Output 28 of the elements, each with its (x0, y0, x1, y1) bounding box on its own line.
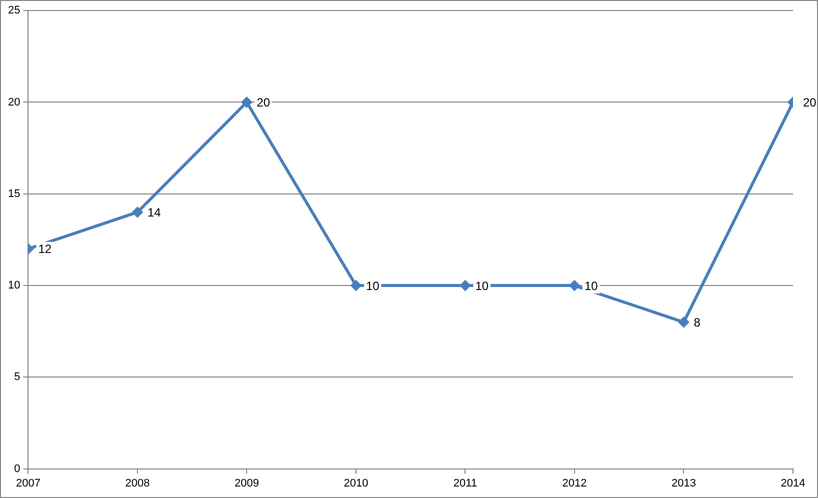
x-tick-label: 2011 (453, 477, 478, 490)
y-tick-label: 15 (8, 188, 20, 200)
y-tick-label: 5 (14, 371, 20, 384)
point (678, 316, 690, 328)
y-tick-label: 10 (8, 280, 20, 292)
point (460, 280, 471, 292)
point (241, 96, 252, 108)
data-label: 12 (38, 242, 52, 256)
data-label: 10 (584, 278, 598, 293)
data-label: 14 (147, 206, 162, 220)
y-tick-label: 0 (14, 462, 20, 475)
x-tick-label: 2013 (672, 477, 696, 490)
data-label: 10 (366, 278, 380, 293)
x-tick-label: 2010 (344, 477, 368, 490)
x-tick-label: 2008 (125, 477, 150, 490)
x-tick-label: 2007 (16, 477, 40, 490)
y-tick-label: 25 (8, 4, 20, 17)
data-label: 20 (256, 96, 270, 110)
x-tick-label: 2014 (780, 477, 806, 490)
data-label: 10 (475, 278, 489, 293)
data-label: 20 (803, 96, 817, 110)
x-tick-label: 2009 (234, 477, 259, 490)
data-label: 8 (694, 315, 701, 330)
point (568, 280, 580, 292)
x-tick-label: 2012 (562, 477, 587, 490)
point (350, 280, 362, 292)
point (132, 206, 143, 218)
y-tick-label: 20 (8, 96, 20, 108)
